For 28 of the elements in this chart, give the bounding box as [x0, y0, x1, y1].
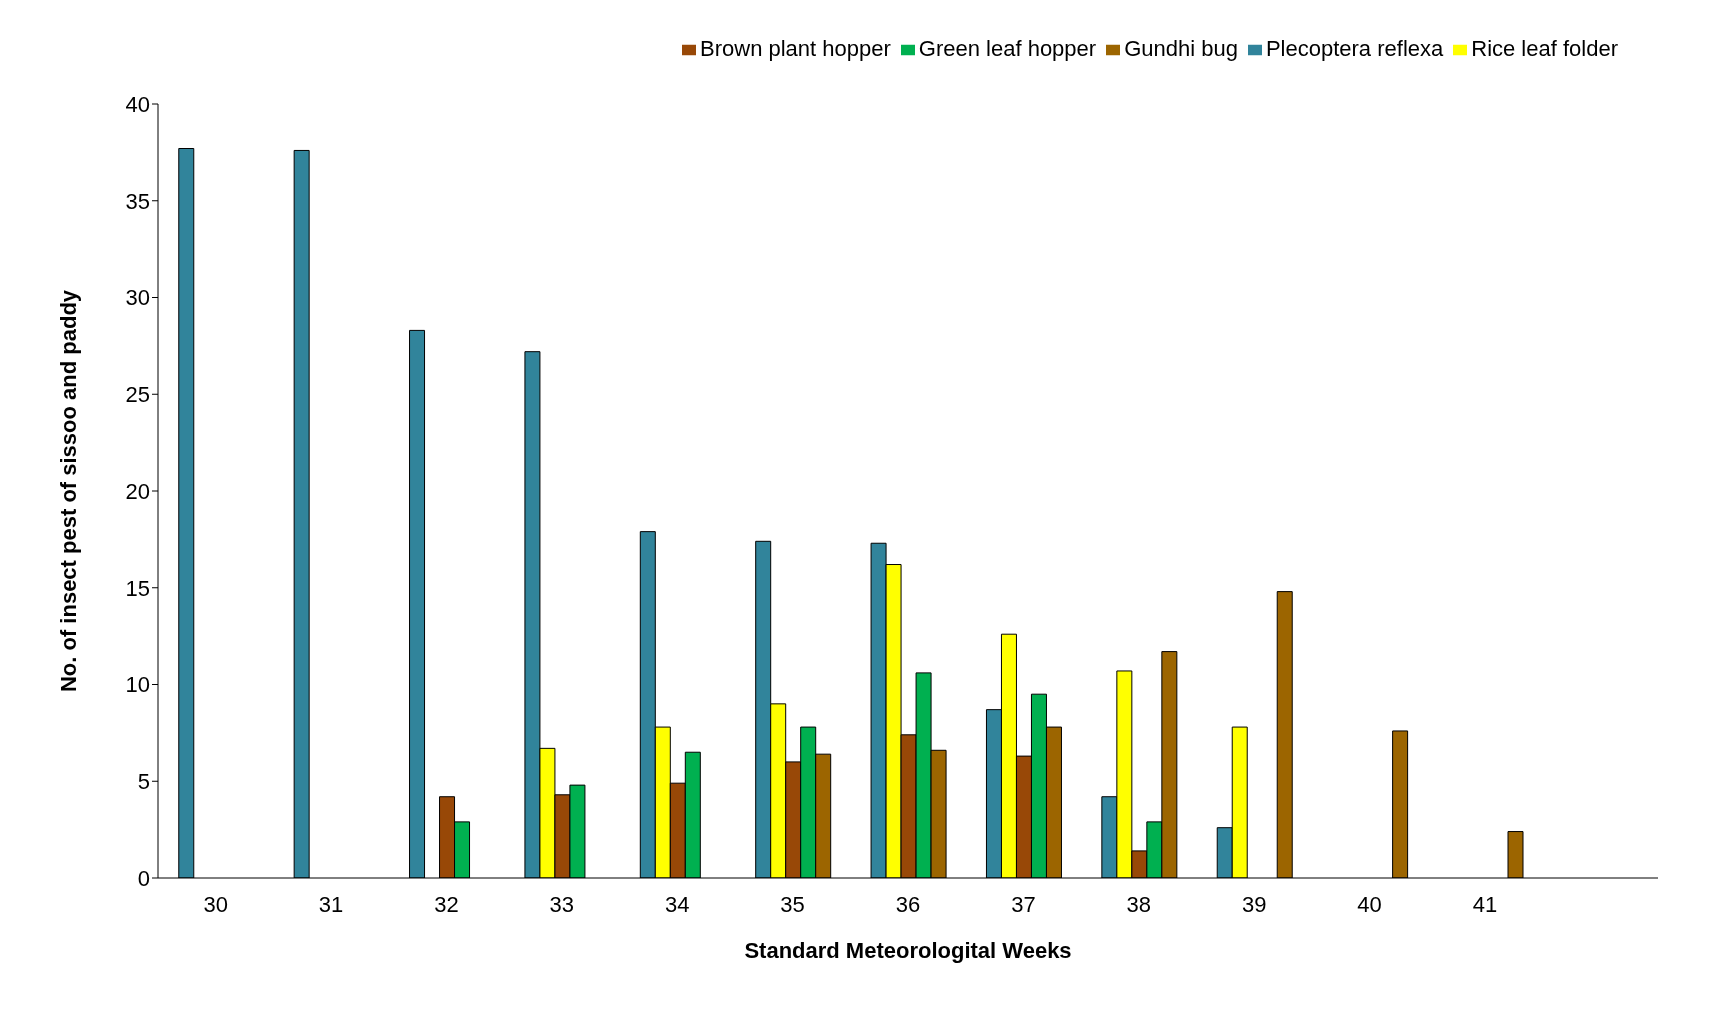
- x-tick-label: 34: [664, 891, 690, 917]
- y-tick-label: 15: [125, 575, 150, 601]
- x-tick-label: 33: [549, 891, 575, 917]
- y-tick-label: 20: [125, 478, 150, 504]
- x-tick-label: 39: [1241, 891, 1267, 917]
- x-tick-label: 31: [318, 891, 344, 917]
- x-tick-label: 37: [1011, 891, 1036, 917]
- x-tick-label: 36: [895, 891, 921, 917]
- y-tick-label: 5: [137, 769, 150, 795]
- legend-label: Rice leaf folder: [1471, 36, 1618, 61]
- y-axis-title: No. of insect pest of sissoo and paddy: [55, 289, 81, 693]
- y-tick-label: 30: [125, 285, 150, 311]
- y-tick-label: 0: [137, 865, 150, 891]
- legend-label: Brown plant hopper: [700, 36, 891, 61]
- x-tick-label: 40: [1357, 891, 1382, 917]
- legend-label: Plecoptera reflexa: [1265, 36, 1444, 61]
- y-tick-label: 35: [125, 188, 150, 214]
- x-tick-label: 32: [434, 891, 459, 917]
- x-tick-label: 41: [1472, 891, 1498, 917]
- y-tick-label: 10: [125, 672, 150, 698]
- legend-label: Green leaf hopper: [918, 36, 1097, 61]
- legend-label: Gundhi bug: [1124, 36, 1238, 61]
- x-tick-label: 38: [1126, 891, 1152, 917]
- y-tick-label: 25: [125, 382, 150, 408]
- x-tick-label: 35: [780, 891, 805, 917]
- x-tick-label: 30: [203, 891, 228, 917]
- y-tick-label: 40: [125, 91, 150, 117]
- x-axis-title: Standard Meteorologital Weeks: [744, 938, 1072, 963]
